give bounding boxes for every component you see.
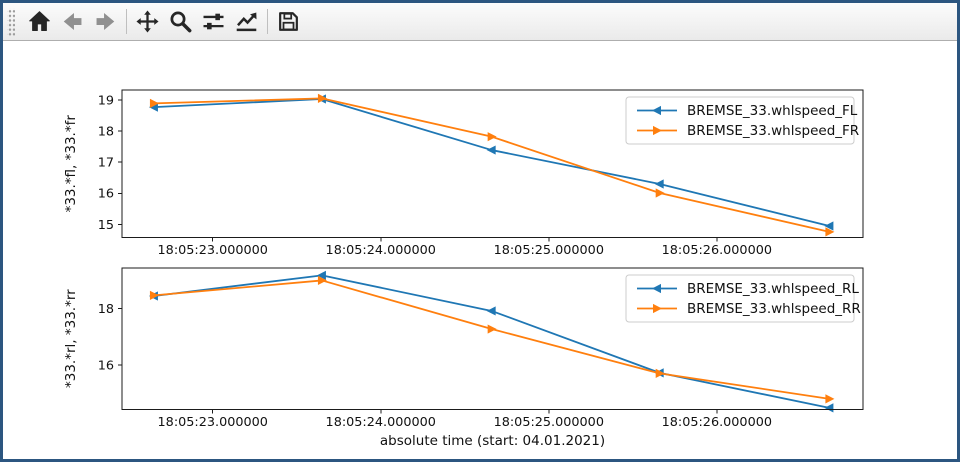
- data-point-marker: [487, 324, 497, 334]
- x-tick-label: 18:05:26.000000: [662, 415, 772, 430]
- navigation-toolbar: [3, 3, 957, 41]
- subplot-1: 18:05:23.000000 18:05:24.000000 18:05:25.0…: [63, 89, 864, 258]
- legend-entry-label: BREMSE_33.whlspeed_RL: [687, 281, 859, 297]
- data-point-marker: [824, 403, 834, 413]
- x-axis-label: absolute time (start: 04.01.2021): [380, 433, 605, 449]
- data-point-marker: [487, 132, 497, 142]
- legend-marker: [653, 125, 662, 136]
- y-tick-label: 15: [98, 218, 114, 233]
- chart-line-icon: [236, 12, 257, 32]
- legend-entry-label: BREMSE_33.whlspeed_FR: [687, 123, 859, 139]
- data-point-marker: [655, 188, 665, 198]
- subplot-2: 18:05:23.000000 18:05:24.000000 18:05:25.0…: [63, 267, 864, 430]
- data-point-marker: [149, 290, 159, 301]
- data-point-marker: [825, 227, 835, 237]
- home-icon: [29, 11, 50, 31]
- legend-entry-label: BREMSE_33.whlspeed_RR: [687, 301, 861, 317]
- x-tick-label: 18:05:26.000000: [662, 243, 772, 258]
- legend-marker: [652, 283, 661, 294]
- figure-canvas[interactable]: 18:05:23.000000 18:05:24.000000 18:05:25.0…: [3, 41, 957, 459]
- legend-box: [625, 96, 855, 145]
- pan-arrows-icon: [136, 10, 159, 33]
- data-point-marker: [317, 93, 327, 104]
- data-point-marker: [149, 98, 159, 108]
- y-tick-label: 16: [98, 187, 114, 202]
- magnifier-icon: [170, 11, 192, 33]
- y-axis-label: *33.*rl, *33.*rr: [63, 289, 79, 388]
- x-tick-label: 18:05:24.000000: [326, 415, 436, 430]
- x-tick-label: 18:05:23.000000: [158, 415, 268, 430]
- pan-button[interactable]: [131, 6, 164, 37]
- zoom-button[interactable]: [164, 6, 197, 37]
- x-tick-label: 18:05:23.000000: [158, 243, 268, 258]
- legend: BREMSE_33.whlspeed_RL BREMSE_33.whlspeed_…: [625, 274, 861, 323]
- data-point-marker: [316, 270, 326, 280]
- legend-box: [625, 274, 855, 323]
- forward-arrow-icon: [96, 12, 115, 31]
- legend-marker: [652, 105, 661, 116]
- configure-subplots-button[interactable]: [197, 6, 230, 37]
- home-button[interactable]: [23, 6, 56, 37]
- y-tick-label: 18: [98, 124, 114, 139]
- legend-marker: [653, 303, 662, 314]
- legend-entry-label: BREMSE_33.whlspeed_FL: [687, 103, 858, 119]
- y-axis-label: *33.*fl, *33.*fr: [63, 115, 79, 213]
- plots-svg[interactable]: 18:05:23.000000 18:05:24.000000 18:05:25.0…: [3, 41, 957, 459]
- legend: BREMSE_33.whlspeed_FL BREMSE_33.whlspeed_…: [625, 96, 859, 145]
- back-button[interactable]: [56, 6, 89, 37]
- x-tick-label: 18:05:24.000000: [326, 243, 436, 258]
- data-point-marker: [486, 306, 496, 316]
- edit-parameters-button[interactable]: [230, 6, 263, 37]
- floppy-disk-icon: [279, 12, 298, 31]
- y-tick-label: 16: [98, 359, 114, 374]
- data-point-marker: [824, 221, 834, 231]
- data-point-marker: [655, 368, 665, 379]
- x-tick-label: 18:05:25.000000: [494, 415, 604, 430]
- data-point-marker: [654, 179, 664, 189]
- data-point-marker: [825, 394, 835, 404]
- y-tick-label: 19: [98, 93, 114, 108]
- y-tick-label: 18: [98, 302, 114, 317]
- y-tick-label: 17: [98, 156, 114, 171]
- toolbar-separator: [126, 9, 127, 34]
- forward-button[interactable]: [89, 6, 122, 37]
- axes-spines: [121, 89, 864, 238]
- toolbar-grip-handle[interactable]: [7, 7, 15, 36]
- back-arrow-icon: [63, 12, 82, 31]
- toolbar-separator: [267, 9, 268, 34]
- sliders-icon: [203, 13, 224, 30]
- data-point-marker: [486, 145, 496, 155]
- x-tick-label: 18:05:25.000000: [494, 243, 604, 258]
- save-button[interactable]: [272, 6, 305, 37]
- data-point-marker: [317, 275, 327, 286]
- axes-spines: [121, 267, 864, 410]
